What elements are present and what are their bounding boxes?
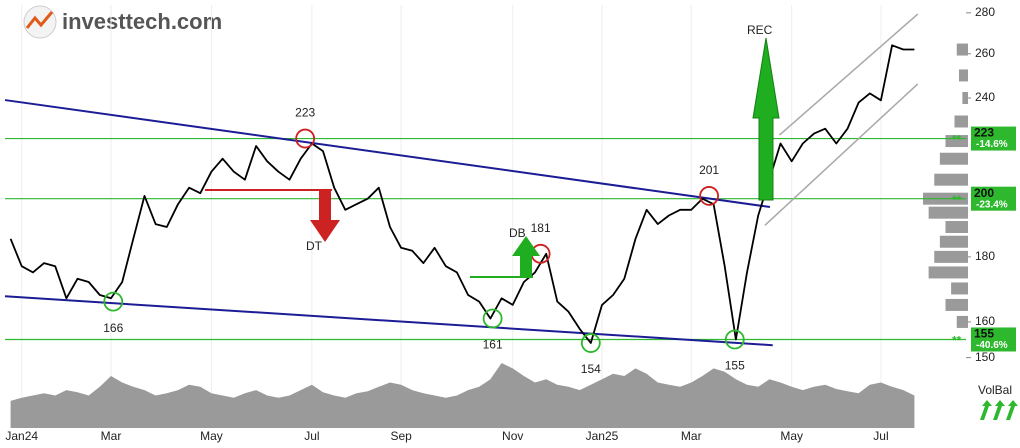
volume-profile-bar (959, 69, 968, 82)
volume-profile-bar (934, 250, 968, 263)
patterns: REC DT DB (205, 23, 780, 278)
volbal-icons (980, 400, 1018, 420)
volume-profile-bar (954, 115, 968, 128)
y-tick-label: 150 (975, 350, 995, 364)
y-tick-label: 260 (975, 46, 995, 60)
pattern-label: DB (509, 226, 526, 240)
volume-label: VolBal (978, 383, 1012, 397)
level-flag: ** (952, 193, 962, 207)
signal-circle (580, 333, 601, 353)
signal-label: 155 (725, 359, 745, 373)
volume-profile-bar (956, 43, 968, 56)
volume-profile-bar (962, 91, 968, 104)
x-tick-label: Jan24 (5, 429, 38, 443)
level-change: -14.6% (976, 139, 1008, 150)
x-tick-label: Jul (304, 429, 319, 443)
trendline (4, 99, 771, 209)
logo-text: investtech.com (62, 9, 222, 34)
trendline (4, 295, 773, 347)
signal-circle (295, 128, 316, 149)
pattern-label: DT (306, 239, 323, 253)
level-box (971, 327, 1016, 352)
signal-circle (103, 291, 124, 312)
volume-profile-bar (945, 298, 968, 311)
signal-label: 154 (581, 362, 601, 376)
x-tick-label: Mar (101, 429, 122, 443)
logo: investtech.com (23, 5, 222, 39)
db-arrow (512, 236, 540, 277)
volbal-arrow (980, 400, 992, 420)
x-tick-label: Sep (390, 429, 412, 443)
trendline (764, 83, 919, 226)
volume-profile-bar (928, 266, 968, 279)
signal-label: 161 (483, 338, 503, 352)
volume-profile-bar (934, 173, 968, 186)
signal-circle (482, 308, 503, 329)
level-value: 223 (974, 126, 994, 140)
volume-profile-bar (939, 235, 968, 248)
pattern-label: REC (747, 23, 773, 37)
x-tick-label: Jul (873, 429, 888, 443)
level-change: -40.6% (976, 340, 1008, 351)
level-flag: ** (952, 133, 962, 147)
signal-label: 181 (531, 221, 551, 235)
volume-profile-bar (945, 221, 968, 234)
level-flag: ** (952, 334, 962, 348)
trendlines (4, 13, 919, 347)
y-tick-label: 280 (975, 5, 995, 19)
volume-profile-bar (939, 152, 968, 165)
x-tick-label: May (200, 429, 223, 443)
level-box (971, 126, 1016, 151)
signal-circle (724, 329, 745, 350)
x-tick-label: May (780, 429, 803, 443)
y-tick-label: 160 (975, 314, 995, 328)
volbal-arrow (993, 400, 1005, 420)
x-tick-label: Jan25 (586, 429, 619, 443)
volume-profile-bar (951, 282, 968, 295)
volbal-arrow (1006, 400, 1018, 420)
rec-arrow (752, 37, 780, 201)
price-line (9, 44, 915, 344)
signal-label: 201 (699, 163, 719, 177)
dt-arrow (310, 190, 340, 242)
volume-profile-bar (928, 206, 968, 219)
y-tick-label: 180 (975, 249, 995, 263)
volume-area (10, 363, 915, 428)
level-box (971, 186, 1016, 211)
level-change: -23.4% (976, 199, 1008, 210)
trendline (778, 13, 919, 136)
volume-profile-bar (956, 315, 968, 328)
x-tick-label: Nov (502, 429, 523, 443)
level-value: 200 (974, 186, 994, 200)
logo-icon-line (25, 11, 54, 29)
level-value: 155 (974, 327, 994, 341)
signal-label: 166 (103, 321, 123, 335)
x-tick-label: Mar (681, 429, 702, 443)
y-tick-label: 240 (975, 90, 995, 104)
signal-label: 223 (295, 106, 315, 120)
signal-circle (699, 186, 720, 206)
